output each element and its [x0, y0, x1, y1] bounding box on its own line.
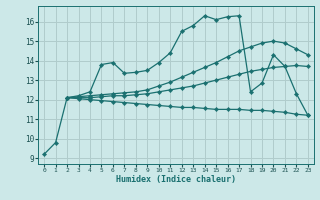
X-axis label: Humidex (Indice chaleur): Humidex (Indice chaleur) [116, 175, 236, 184]
